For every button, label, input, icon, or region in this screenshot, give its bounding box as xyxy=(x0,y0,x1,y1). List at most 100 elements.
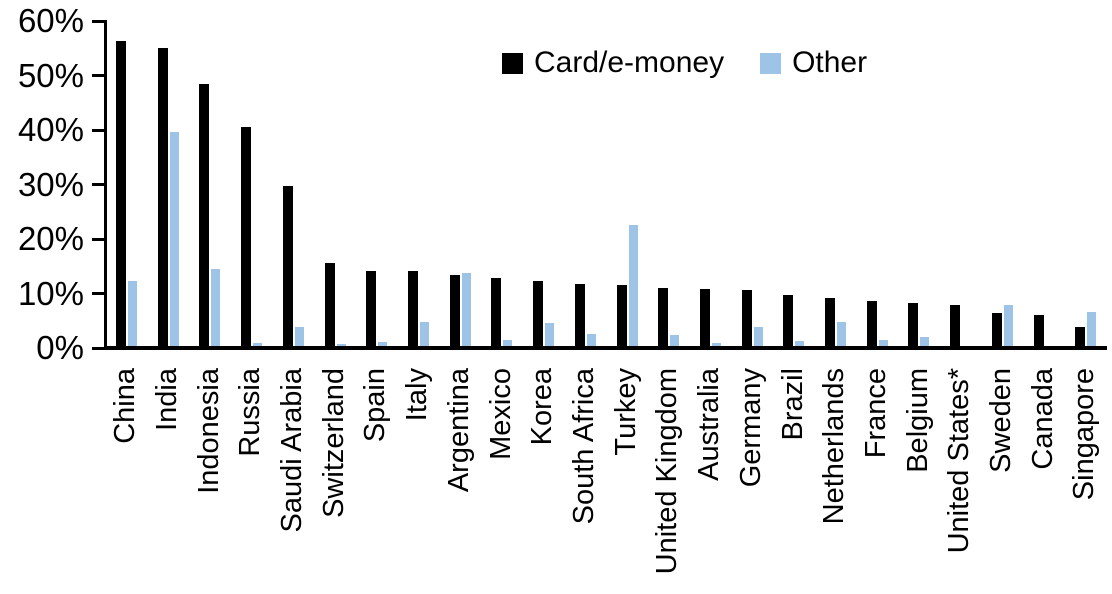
x-axis-label-cell: Russia xyxy=(230,368,272,594)
bar-other-turkey xyxy=(628,225,638,348)
x-axis-label-cell: Belgium xyxy=(897,368,939,594)
bar-card-e-money-switzerland xyxy=(324,262,335,348)
bar-card-e-money-france xyxy=(866,301,877,348)
bar-card-e-money-saudi-arabia xyxy=(282,185,293,348)
bar-card-e-money-singapore xyxy=(1075,326,1086,348)
bar-card-e-money-united-kingdom xyxy=(658,288,669,348)
bar-card-e-money-india xyxy=(157,48,168,348)
y-axis-tick-label: 40% xyxy=(17,111,84,148)
bar-other-sweden xyxy=(1003,304,1013,348)
bar-card-e-money-belgium xyxy=(908,303,919,348)
x-axis-label: Singapore xyxy=(1068,368,1101,501)
y-axis-tick-mark xyxy=(92,19,105,23)
x-axis-label-cell: Australia xyxy=(689,368,731,594)
x-axis-label: Saudi Arabia xyxy=(276,368,308,533)
bar-card-e-money-canada xyxy=(1033,315,1044,348)
legend-item-card-e-money: Card/e-money xyxy=(502,46,724,80)
x-axis-label: Netherlands xyxy=(818,368,851,525)
x-axis-label-cell: Spain xyxy=(355,368,397,594)
bar-other-spain xyxy=(378,342,388,348)
x-axis-label-cell: Germany xyxy=(731,368,773,594)
card-e-money-legend-swatch xyxy=(502,52,523,74)
x-axis-label: Germany xyxy=(734,368,767,488)
x-axis-label: Switzerland xyxy=(317,368,350,518)
bar-card-e-money-indonesia xyxy=(199,84,210,348)
x-axis-label: Mexico xyxy=(484,368,517,460)
bar-card-e-money-china xyxy=(116,41,126,348)
x-axis-label-cell: Argentina xyxy=(439,368,481,594)
y-axis-line xyxy=(104,20,107,350)
bar-other-netherlands xyxy=(837,321,847,348)
bar-other-germany xyxy=(753,326,763,348)
bar-card-e-money-mexico xyxy=(491,277,502,348)
x-axis-label-cell: United States* xyxy=(939,368,981,594)
bar-other-belgium xyxy=(920,337,930,348)
y-axis-tick-mark xyxy=(92,346,105,350)
bar-other-china xyxy=(128,280,137,348)
x-axis-label-cell: South Africa xyxy=(564,368,606,594)
y-axis-tick-label: 60% xyxy=(17,2,84,39)
x-axis-label: Australia xyxy=(693,368,726,481)
bar-other-indonesia xyxy=(211,268,221,348)
x-axis-label: United Kingdom xyxy=(651,368,684,575)
x-axis-label-cell: Brazil xyxy=(772,368,814,594)
x-axis-label-cell: United Kingdom xyxy=(647,368,689,594)
x-axis-label-cell: Italy xyxy=(397,368,439,594)
y-axis-tick-label: 30% xyxy=(17,165,84,203)
x-axis-label-cell: China xyxy=(105,368,147,594)
bar-other-russia xyxy=(253,342,263,348)
bar-card-e-money-germany xyxy=(741,290,752,348)
bar-other-mexico xyxy=(503,340,513,348)
bar-card-e-money-korea xyxy=(533,280,544,348)
x-axis-label: Spain xyxy=(359,368,392,443)
bar-card-e-money-turkey xyxy=(616,284,627,348)
bar-card-e-money-netherlands xyxy=(825,297,836,348)
bar-card-e-money-sweden xyxy=(991,312,1002,348)
x-axis-label: India xyxy=(150,368,183,431)
y-axis-tick-label: 10% xyxy=(17,274,84,312)
y-axis-tick-label: 20% xyxy=(17,220,84,257)
y-axis-tick-mark xyxy=(92,292,105,295)
x-axis-label-cell: Indonesia xyxy=(188,368,230,594)
x-axis-label-cell: France xyxy=(856,368,898,594)
x-axis-label-cell: Turkey xyxy=(606,368,648,594)
legend-item-other: Other xyxy=(760,46,867,80)
bar-card-e-money-spain xyxy=(366,270,377,348)
bar-other-united-kingdom xyxy=(670,335,680,348)
x-axis-label: United States* xyxy=(943,368,976,554)
bar-other-saudi-arabia xyxy=(294,326,304,348)
y-axis-tick-mark xyxy=(92,128,105,132)
bar-other-italy xyxy=(419,322,429,348)
bar-other-singapore xyxy=(1087,312,1097,348)
bar-card-e-money-south-africa xyxy=(574,283,585,348)
x-axis-label: Brazil xyxy=(776,368,809,441)
x-axis-label-cell: India xyxy=(147,368,189,594)
card-e-money-legend-label: Card/e-money xyxy=(534,46,725,79)
y-axis-tick-mark xyxy=(92,237,105,241)
x-axis-label-cell: Korea xyxy=(522,368,564,594)
bar-other-australia xyxy=(711,342,721,348)
x-axis-label-cell: Switzerland xyxy=(314,368,356,594)
other-legend-label: Other xyxy=(792,46,868,79)
bar-card-e-money-argentina xyxy=(449,274,460,348)
bar-other-south-africa xyxy=(586,334,596,348)
y-axis-tick-label: 0% xyxy=(36,329,84,366)
x-axis-label: South Africa xyxy=(567,368,600,525)
bar-card-e-money-united-states xyxy=(950,304,961,348)
other-legend-swatch xyxy=(760,52,782,74)
x-axis-label-cell: Saudi Arabia xyxy=(272,368,314,594)
bar-other-brazil xyxy=(795,341,805,348)
bar-other-france xyxy=(878,339,888,348)
y-axis-tick-mark xyxy=(92,74,105,77)
x-axis-label: Turkey xyxy=(609,368,642,456)
y-axis-tick-mark xyxy=(92,183,105,186)
x-axis-label: Italy xyxy=(401,368,434,422)
bar-other-korea xyxy=(545,322,555,348)
x-axis-label: Russia xyxy=(234,368,267,457)
x-axis-label-cell: Mexico xyxy=(480,368,522,594)
bar-other-switzerland xyxy=(336,343,346,348)
x-axis-label: Canada xyxy=(1026,368,1059,470)
bar-card-e-money-australia xyxy=(699,289,710,348)
x-axis-label-cell: Netherlands xyxy=(814,368,856,594)
